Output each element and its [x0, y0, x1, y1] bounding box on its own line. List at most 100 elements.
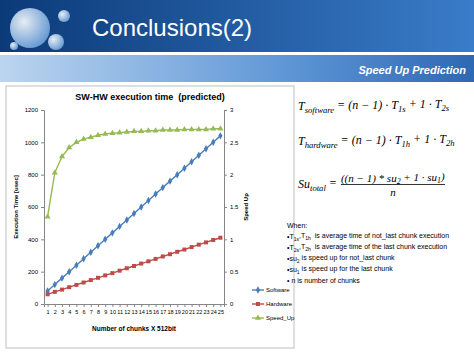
- marker: [118, 269, 122, 273]
- tick: 8: [97, 304, 100, 315]
- marker: [175, 250, 179, 254]
- marker: [117, 223, 121, 230]
- formula: Sutotal =: [298, 176, 340, 193]
- tick-label: 15: [146, 309, 152, 315]
- legend-entry: Hardware: [252, 301, 293, 307]
- subscript: 2h: [446, 138, 455, 148]
- marker: [167, 127, 173, 132]
- marker: [181, 126, 187, 131]
- tick: 1200: [25, 107, 44, 113]
- tick-mark: [48, 304, 49, 307]
- marker: [81, 136, 87, 141]
- tick: 14: [139, 304, 145, 315]
- text-run: + 1 · T: [410, 132, 447, 146]
- text-run: (n − 1) · T: [352, 133, 403, 147]
- tick-label: 1: [47, 309, 50, 315]
- marker: [146, 259, 150, 263]
- tick-mark: [91, 304, 92, 307]
- tick: 7: [90, 304, 93, 315]
- tick-label: 10: [110, 309, 116, 315]
- tick-mark: [41, 142, 44, 143]
- tick-mark: [41, 175, 44, 176]
- marker: [153, 190, 157, 197]
- tick: 0: [35, 301, 44, 307]
- text-run: =: [338, 133, 352, 147]
- marker: [175, 171, 179, 178]
- series: [45, 132, 222, 295]
- tick: 13: [131, 304, 137, 315]
- logo-bubble: [48, 34, 64, 50]
- tick: 0: [224, 301, 234, 307]
- tick: 21: [189, 304, 195, 315]
- legend-marker: [255, 314, 261, 319]
- tick-label: 0: [230, 301, 234, 307]
- text-run: ((n − 1) * su: [341, 172, 397, 185]
- text-run: • n is number of chunks: [287, 277, 360, 284]
- axis-line: [225, 111, 228, 305]
- tick: 24: [211, 304, 217, 315]
- marker: [95, 132, 101, 137]
- marker: [59, 153, 65, 158]
- tick-mark: [134, 304, 135, 307]
- text-run: + 1 · su: [401, 171, 438, 183]
- tick-mark: [69, 304, 70, 307]
- tick-mark: [98, 304, 99, 307]
- tick-mark: [224, 110, 227, 111]
- tick-mark: [120, 304, 121, 307]
- tick-label: 400: [28, 237, 39, 243]
- marker: [82, 280, 86, 284]
- tick-mark: [170, 304, 171, 307]
- marker: [218, 236, 222, 240]
- marker: [102, 130, 108, 135]
- tick-label: 2.5: [230, 140, 239, 146]
- tick-label: 19: [175, 309, 181, 315]
- marker: [161, 254, 165, 258]
- note-line: •T2s,T2h is average time of the last chu…: [287, 243, 447, 253]
- legend-label: Speed_Up: [266, 315, 295, 321]
- tick-label: 8: [97, 309, 100, 315]
- text-run: Su: [298, 177, 310, 191]
- marker: [89, 278, 93, 282]
- marker: [46, 292, 50, 296]
- legend-marker: [256, 286, 260, 293]
- formula: Tsoftware = (n − 1) · T1s + 1 · T2s: [298, 97, 450, 115]
- marker: [182, 248, 186, 252]
- tick-label: 1: [230, 237, 234, 243]
- tick-mark: [76, 304, 77, 307]
- tick-label: 20: [182, 309, 188, 315]
- marker: [154, 257, 158, 261]
- series-line: [48, 136, 221, 291]
- x-axis-title: Number of chunks X 512bit: [92, 325, 177, 332]
- tick-label: 600: [28, 204, 39, 210]
- marker: [160, 127, 166, 132]
- tick-mark: [156, 304, 157, 307]
- tick-mark: [41, 110, 44, 111]
- tick: 10: [110, 304, 116, 315]
- tick: 25: [218, 304, 224, 315]
- marker: [96, 276, 100, 280]
- subtitle-band: [0, 55, 474, 82]
- marker: [67, 268, 71, 275]
- marker: [217, 125, 223, 130]
- tick-label: 7: [90, 309, 93, 315]
- note-line: •T1s,T1h is average time of not_last chu…: [287, 232, 449, 242]
- marker: [189, 158, 193, 165]
- tick-label: 1000: [25, 140, 39, 146]
- tick-mark: [127, 304, 128, 307]
- marker: [197, 152, 201, 159]
- tick: 200: [28, 269, 44, 275]
- series: [45, 125, 224, 218]
- tick-mark: [224, 142, 227, 143]
- tick: 17: [160, 304, 166, 315]
- marker: [139, 262, 143, 266]
- marker: [60, 288, 64, 292]
- marker: [131, 128, 137, 133]
- tick-mark: [224, 272, 227, 273]
- marker: [132, 264, 136, 268]
- marker: [117, 129, 123, 134]
- chart-frame: [6, 86, 294, 348]
- logo-bubble: [58, 10, 70, 22]
- header-band: [0, 0, 474, 52]
- tick-label: 3: [61, 309, 64, 315]
- marker: [74, 261, 78, 268]
